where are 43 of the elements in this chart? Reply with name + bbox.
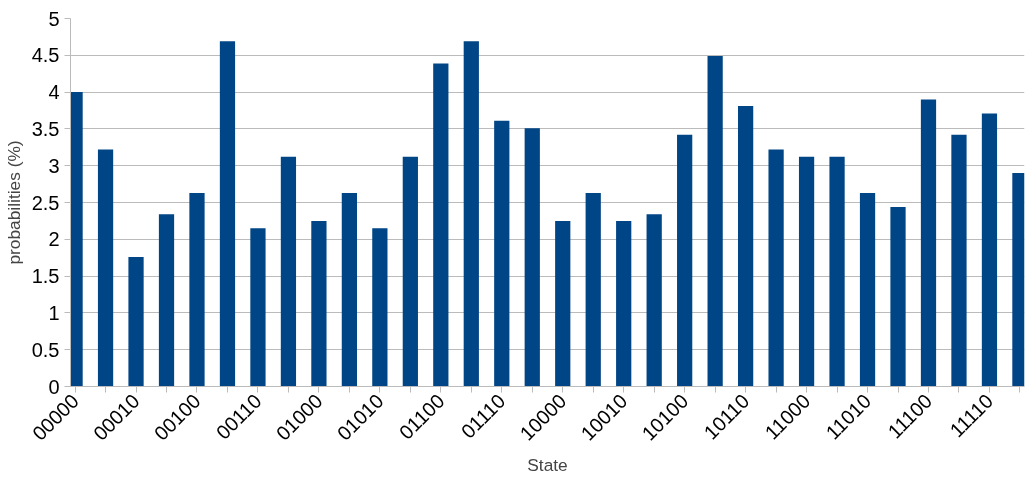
bar <box>616 220 632 387</box>
bar <box>280 156 297 387</box>
bar <box>738 106 754 387</box>
bar <box>97 149 114 387</box>
y-tick-label: 3.5 <box>31 117 60 140</box>
bar <box>555 220 571 387</box>
y-tick-label: 2.5 <box>31 191 60 214</box>
y-tick-label: 1 <box>48 301 60 324</box>
bar <box>402 156 418 387</box>
bar <box>463 41 479 387</box>
bar <box>219 41 236 387</box>
y-tick-label: 5 <box>48 7 60 30</box>
bar <box>859 192 876 387</box>
y-tick-label: 1.5 <box>31 265 60 288</box>
bar <box>646 214 662 387</box>
y-tick-label: 4.5 <box>31 44 60 67</box>
bar <box>250 228 266 387</box>
bar <box>341 192 357 387</box>
bar <box>128 256 144 387</box>
bar <box>433 63 449 387</box>
y-tick-label: 0.5 <box>31 338 60 361</box>
bar <box>494 120 510 387</box>
bar <box>707 56 723 387</box>
bar <box>189 192 205 387</box>
bar <box>158 214 175 387</box>
y-axis-title: probabilities (%) <box>3 140 24 265</box>
bar <box>829 156 845 387</box>
bar <box>768 149 784 387</box>
bar <box>920 99 937 387</box>
bar <box>372 228 388 387</box>
x-axis-title: State <box>527 454 568 475</box>
y-tick-label: 3 <box>48 154 60 177</box>
bar <box>798 156 815 387</box>
y-tick-label: 0 <box>48 375 60 398</box>
y-tick-label: 4 <box>48 81 60 104</box>
bar <box>890 206 906 387</box>
bar <box>677 134 693 387</box>
bar <box>981 113 998 387</box>
bar <box>951 134 967 387</box>
bar <box>524 128 540 387</box>
bar <box>585 192 601 387</box>
y-tick-label: 2 <box>48 228 60 251</box>
bar <box>311 220 327 387</box>
